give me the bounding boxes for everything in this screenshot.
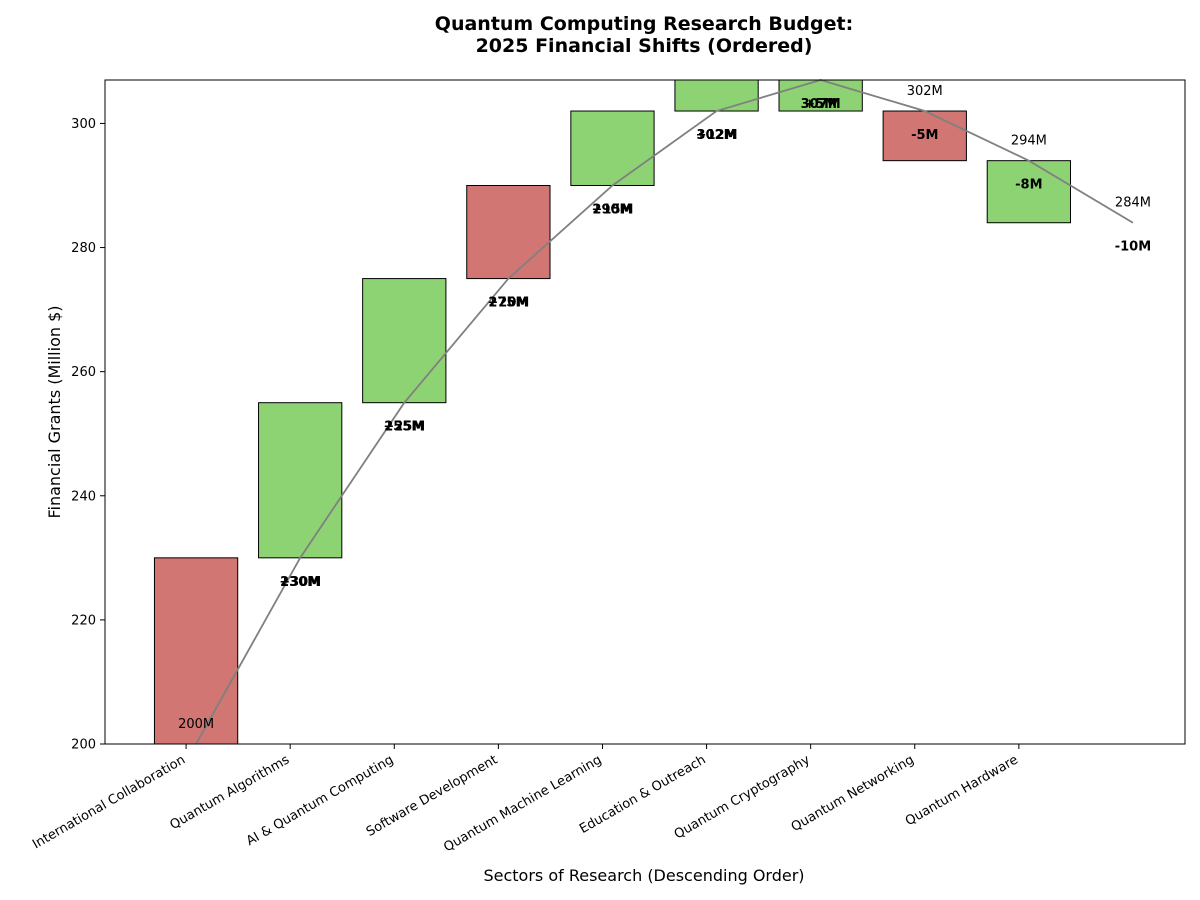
x-tick-label: International Collaboration [30, 752, 188, 852]
change-value-label: 307M [801, 97, 841, 112]
change-value-label: 230M [280, 575, 320, 590]
total-value-label: 294M [1011, 134, 1047, 149]
x-axis-label: Sectors of Research (Descending Order) [483, 866, 804, 885]
total-value-label: 302M [907, 84, 943, 99]
chart-title-line2: 2025 Financial Shifts (Ordered) [476, 35, 813, 57]
waterfall-bar [675, 80, 758, 111]
y-tick-label: 280 [71, 241, 96, 256]
y-tick-label: 260 [71, 365, 96, 380]
waterfall-bar [259, 403, 342, 558]
change-value-label: 302M [697, 128, 737, 143]
waterfall-bar [467, 185, 550, 278]
change-value-label: -8M [1015, 178, 1042, 193]
waterfall-bar [571, 111, 654, 185]
y-axis: 200 220 240 260 280 300 [71, 117, 105, 753]
y-tick-label: 220 [71, 613, 96, 628]
x-tick-label: Quantum Hardware [903, 752, 1021, 829]
waterfall-bar [363, 279, 446, 403]
change-value-label: 255M [384, 420, 424, 435]
total-value-label: 284M [1115, 196, 1151, 211]
y-tick-label: 300 [71, 117, 96, 132]
change-value-label: -5M [911, 128, 938, 143]
total-value-label: 200M [178, 717, 214, 732]
change-value-label: 275M [488, 296, 528, 311]
y-tick-label: 200 [71, 738, 96, 753]
y-tick-label: 240 [71, 489, 96, 504]
y-axis-label: Financial Grants (Million $) [45, 305, 64, 518]
bars-group [154, 80, 1070, 744]
change-value-label: 290M [592, 202, 632, 217]
chart-title-line1: Quantum Computing Research Budget: [435, 13, 853, 35]
change-value-label: -10M [1115, 240, 1151, 255]
